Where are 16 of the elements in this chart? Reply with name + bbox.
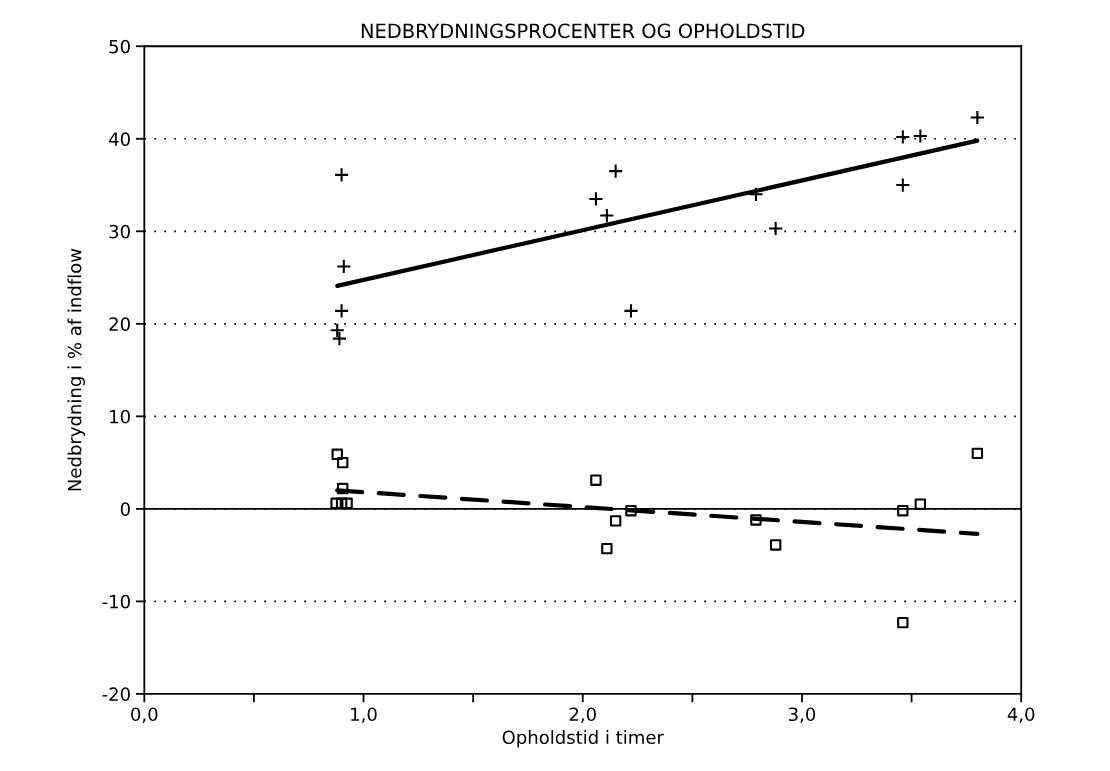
x-axis-title: Opholdstid i timer — [502, 730, 664, 748]
y-tick-label: 20 — [109, 317, 130, 331]
y-tick-label: 40 — [109, 132, 130, 146]
y-tick-label: -10 — [102, 594, 130, 609]
y-tick-label: 50 — [109, 39, 130, 54]
x-tick-label: 1,0 — [351, 707, 377, 723]
y-tick-label: -20 — [102, 687, 130, 702]
x-tick-label: 2,0 — [569, 707, 596, 723]
y-tick-label: 30 — [109, 224, 130, 239]
chart-title: NEDBRYDNINGSPROCENTER OG OPHOLDSTID — [361, 23, 805, 39]
x-tick-label: 0,0 — [131, 707, 158, 723]
y-tick-label: 0 — [120, 502, 130, 516]
x-tick-label: 3,0 — [788, 707, 816, 723]
y-tick-label: 10 — [110, 409, 130, 424]
x-tick-label: 4,0 — [1007, 707, 1035, 723]
y-axis-title: Nedbrydning i % af indflow — [67, 248, 85, 491]
